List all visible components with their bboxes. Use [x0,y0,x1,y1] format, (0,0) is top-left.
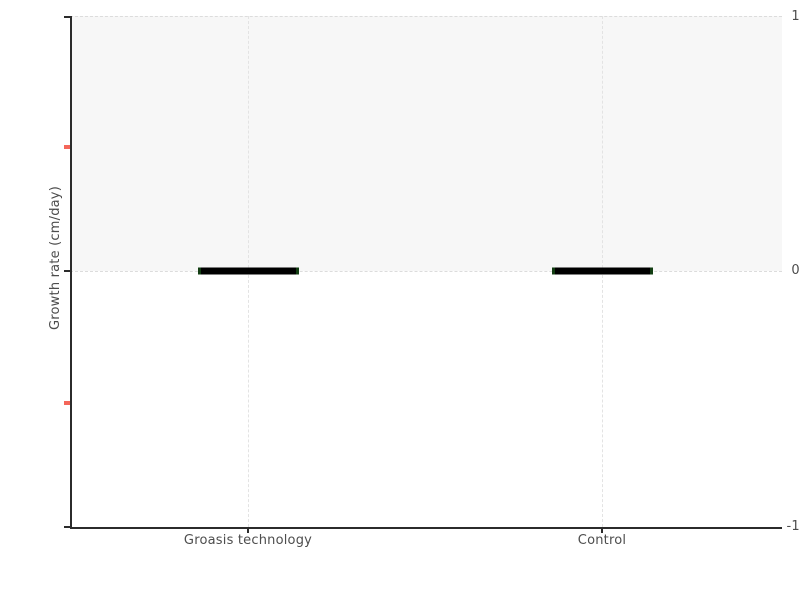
gridline-horizontal-0 [70,271,782,272]
y-axis-minor-tick--0.5 [64,401,70,405]
y-axis-tick--1 [64,526,72,528]
x-axis-tick-groasis-technology [247,527,249,533]
bar-groasis-technology [200,267,296,275]
plot-background-band [70,16,782,271]
x-axis-tick-control [601,527,603,533]
y-axis-title: Growth rate (cm/day) [48,186,63,330]
x-axis-line [70,527,782,529]
bar-cap-right-groasis-technology [296,267,299,275]
bar-cap-left-control [552,267,555,275]
y-axis-tick-label-1: 1 [791,9,800,24]
gridline-horizontal-1 [70,16,782,17]
x-axis-tick-label-groasis-technology: Groasis technology [183,533,313,548]
x-axis-tick-label-control: Control [577,533,627,548]
y-axis-line [70,16,72,528]
bar-cap-left-groasis-technology [198,267,201,275]
bar-control [554,267,650,275]
y-axis-tick-1 [64,16,72,18]
y-axis-minor-tick-0.5 [64,145,70,149]
y-axis-tick-label--1: -1 [786,519,800,534]
y-axis-tick-label-0: 0 [791,263,800,278]
y-axis-tick-0 [64,270,72,272]
bar-cap-right-control [650,267,653,275]
